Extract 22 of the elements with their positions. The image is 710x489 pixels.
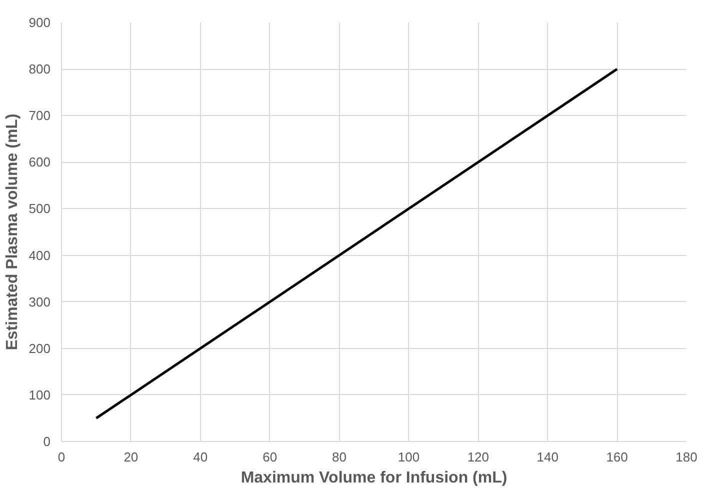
- y-tick-label: 500: [28, 201, 51, 216]
- y-tick-label: 0: [43, 434, 51, 449]
- x-tick-label: 100: [398, 450, 420, 464]
- x-tick-label: 60: [262, 450, 278, 464]
- x-tick-label: 180: [676, 450, 698, 464]
- x-tick-label: 160: [606, 450, 628, 464]
- y-tick-label: 400: [28, 248, 51, 263]
- y-tick-label: 600: [28, 154, 51, 170]
- x-tick-label: 140: [536, 450, 558, 464]
- x-tick-label: 20: [124, 450, 138, 464]
- x-axis-title: Maximum Volume for Infusion (mL): [240, 470, 508, 486]
- y-axis-title: Estimated Plasma volume (mL): [4, 114, 21, 350]
- x-tick-label: 40: [193, 450, 208, 464]
- y-tick-label: 200: [28, 340, 51, 356]
- y-tick-label: 100: [28, 387, 51, 402]
- x-tick-label: 0: [58, 450, 66, 464]
- y-tick-label: 700: [28, 108, 51, 124]
- y-tick-label: 800: [28, 62, 51, 77]
- x-tick-label: 120: [467, 450, 490, 464]
- x-tick-label: 80: [332, 450, 347, 464]
- y-tick-label: 300: [28, 294, 51, 310]
- y-tick-label: 900: [28, 15, 51, 30]
